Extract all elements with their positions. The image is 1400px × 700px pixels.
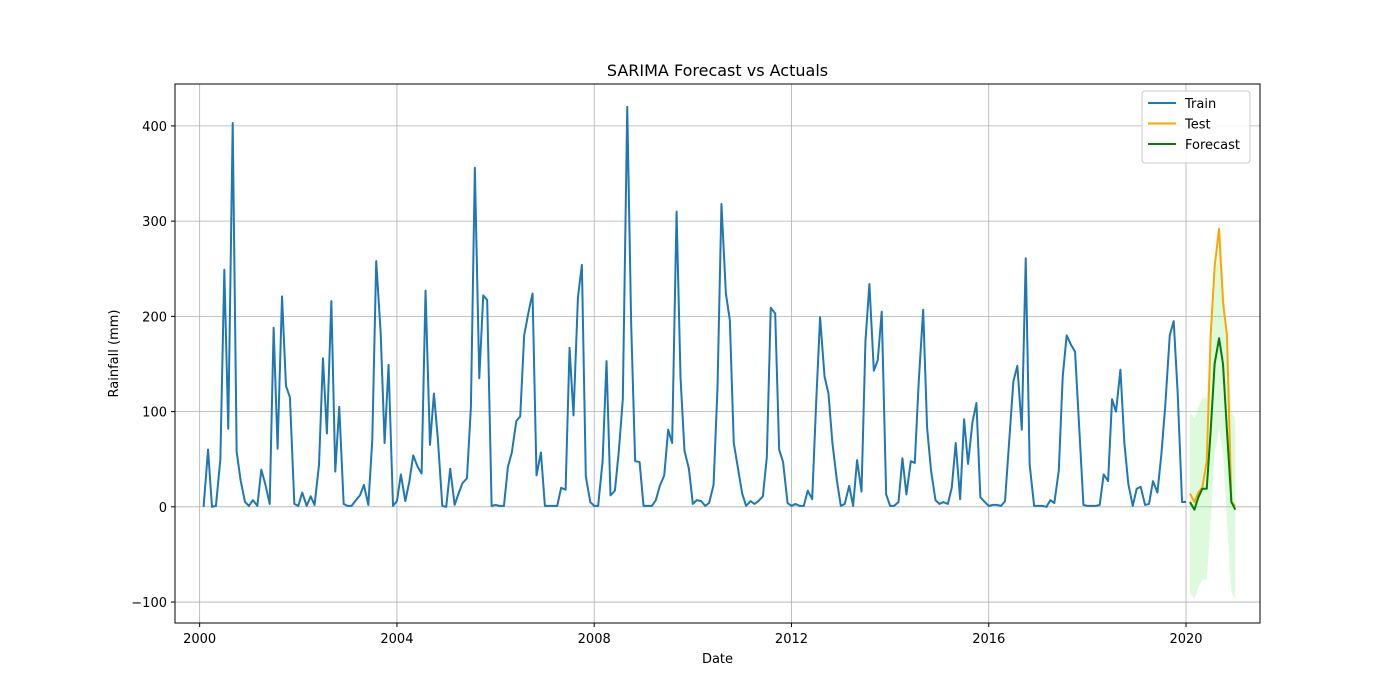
y-tick-label: 0 bbox=[159, 501, 167, 516]
x-tick-label: 2020 bbox=[1169, 632, 1202, 647]
grid bbox=[175, 84, 1260, 623]
y-tick-label: 400 bbox=[142, 120, 167, 135]
legend-label-test: Test bbox=[1184, 118, 1211, 133]
y-axis-label: Rainfall (mm) bbox=[107, 310, 122, 398]
x-tick-label: 2012 bbox=[775, 632, 808, 647]
forecast-confidence-band bbox=[1189, 247, 1236, 600]
legend-label-train: Train bbox=[1184, 97, 1216, 112]
y-tick-label: −100 bbox=[131, 596, 167, 611]
y-axis-ticks: −100 0 100 200 300 400 bbox=[131, 120, 175, 611]
legend: Train Test Forecast bbox=[1141, 90, 1251, 164]
x-axis-label: Date bbox=[702, 652, 733, 667]
x-tick-label: 2008 bbox=[578, 632, 611, 647]
series-line-forecast bbox=[1189, 337, 1237, 511]
series-lines bbox=[202, 105, 1237, 511]
y-tick-label: 300 bbox=[142, 215, 167, 230]
y-tick-label: 100 bbox=[142, 406, 167, 421]
x-tick-label: 2016 bbox=[972, 632, 1005, 647]
forecast-confidence-interval bbox=[1189, 247, 1236, 600]
series-line-train bbox=[202, 105, 1187, 508]
x-tick-label: 2000 bbox=[183, 632, 216, 647]
series-line-test bbox=[1189, 227, 1237, 507]
chart-title: SARIMA Forecast vs Actuals bbox=[607, 61, 828, 80]
x-tick-label: 2004 bbox=[380, 632, 413, 647]
y-tick-label: 200 bbox=[142, 310, 167, 325]
plot-area-frame bbox=[174, 83, 1261, 624]
legend-label-forecast: Forecast bbox=[1185, 138, 1240, 153]
x-axis-ticks: 2000 2004 2008 2012 2016 2020 bbox=[183, 623, 1203, 647]
